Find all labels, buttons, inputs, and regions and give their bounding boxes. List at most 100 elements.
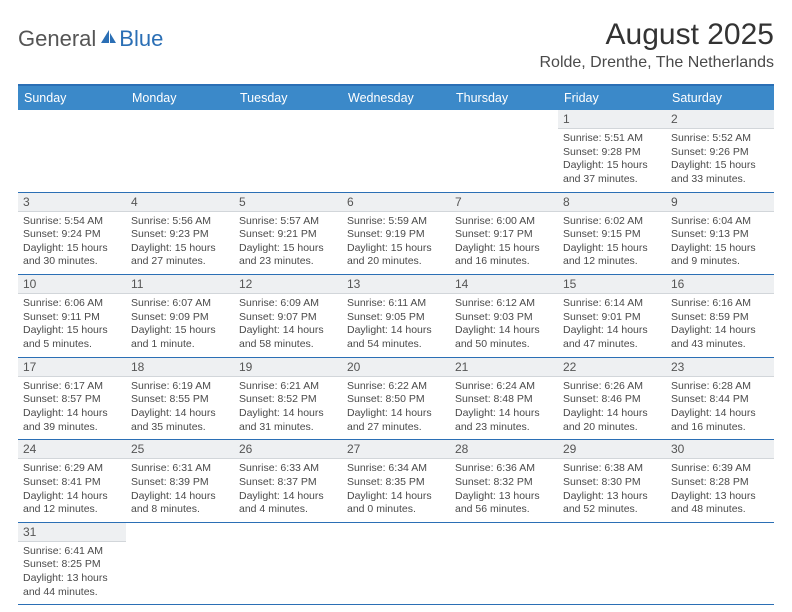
calendar-cell: 18Sunrise: 6:19 AMSunset: 8:55 PMDayligh… — [126, 358, 234, 440]
sunset-text: Sunset: 9:19 PM — [347, 228, 445, 242]
sunrise-text: Sunrise: 6:07 AM — [131, 297, 229, 311]
day-details: Sunrise: 6:22 AMSunset: 8:50 PMDaylight:… — [342, 377, 450, 440]
sunset-text: Sunset: 8:37 PM — [239, 476, 337, 490]
day-number: 27 — [342, 440, 450, 459]
sunset-text: Sunset: 9:23 PM — [131, 228, 229, 242]
day-number: 24 — [18, 440, 126, 459]
day-number: 6 — [342, 193, 450, 212]
dayname-wednesday: Wednesday — [342, 86, 450, 110]
logo: General Blue — [18, 18, 163, 52]
day-details: Sunrise: 6:19 AMSunset: 8:55 PMDaylight:… — [126, 377, 234, 440]
calendar-cell — [558, 523, 666, 605]
sunset-text: Sunset: 9:09 PM — [131, 311, 229, 325]
daylight-text: Daylight: 14 hours and 43 minutes. — [671, 324, 769, 351]
sunrise-text: Sunrise: 6:36 AM — [455, 462, 553, 476]
day-details: Sunrise: 5:59 AMSunset: 9:19 PMDaylight:… — [342, 212, 450, 275]
week-row: 10Sunrise: 6:06 AMSunset: 9:11 PMDayligh… — [18, 275, 774, 358]
sunset-text: Sunset: 8:39 PM — [131, 476, 229, 490]
sunrise-text: Sunrise: 6:09 AM — [239, 297, 337, 311]
sunset-text: Sunset: 8:59 PM — [671, 311, 769, 325]
sunrise-text: Sunrise: 6:22 AM — [347, 380, 445, 394]
day-number: 16 — [666, 275, 774, 294]
daylight-text: Daylight: 14 hours and 39 minutes. — [23, 407, 121, 434]
calendar-cell: 27Sunrise: 6:34 AMSunset: 8:35 PMDayligh… — [342, 440, 450, 522]
calendar-cell: 9Sunrise: 6:04 AMSunset: 9:13 PMDaylight… — [666, 193, 774, 275]
sunrise-text: Sunrise: 6:11 AM — [347, 297, 445, 311]
sunset-text: Sunset: 8:41 PM — [23, 476, 121, 490]
sunrise-text: Sunrise: 6:19 AM — [131, 380, 229, 394]
sunset-text: Sunset: 8:44 PM — [671, 393, 769, 407]
day-details: Sunrise: 6:33 AMSunset: 8:37 PMDaylight:… — [234, 459, 342, 522]
day-number: 22 — [558, 358, 666, 377]
calendar-cell: 31Sunrise: 6:41 AMSunset: 8:25 PMDayligh… — [18, 523, 126, 605]
calendar-cell — [450, 110, 558, 192]
day-number: 19 — [234, 358, 342, 377]
sunrise-text: Sunrise: 6:29 AM — [23, 462, 121, 476]
day-details: Sunrise: 6:00 AMSunset: 9:17 PMDaylight:… — [450, 212, 558, 275]
logo-text-blue: Blue — [119, 26, 163, 52]
sunrise-text: Sunrise: 6:00 AM — [455, 215, 553, 229]
week-row: 24 Sunrise: 6:29 AMSunset: 8:41 PM Dayligh… — [18, 440, 774, 523]
week-row: 3Sunrise: 5:54 AMSunset: 9:24 PMDaylight… — [18, 193, 774, 276]
calendar-cell: 29Sunrise: 6:38 AMSunset: 8:30 PMDayligh… — [558, 440, 666, 522]
day-details: Sunrise: 6:06 AMSunset: 9:11 PMDaylight:… — [18, 294, 126, 357]
sunset-text: Sunset: 8:32 PM — [455, 476, 553, 490]
page-title: August 2025 — [539, 18, 774, 52]
sunset-text: Sunset: 9:26 PM — [671, 146, 769, 160]
daylight-text: Daylight: 14 hours and 16 minutes. — [671, 407, 769, 434]
sunrise-text: Sunrise: 5:59 AM — [347, 215, 445, 229]
location-text: Rolde, Drenthe, The Netherlands — [539, 54, 774, 72]
daylight-text: Daylight: 15 hours and 5 minutes. — [23, 324, 121, 351]
sunrise-text: Sunrise: 6:28 AM — [671, 380, 769, 394]
calendar: Sunday Monday Tuesday Wednesday Thursday… — [18, 84, 774, 605]
day-details: Sunrise: 5:51 AMSunset: 9:28 PMDaylight:… — [558, 129, 666, 192]
day-details: Sunrise: 5:54 AMSunset: 9:24 PMDaylight:… — [18, 212, 126, 275]
daylight-text: Daylight: 14 hours and 47 minutes. — [563, 324, 661, 351]
calendar-cell: 10Sunrise: 6:06 AMSunset: 9:11 PMDayligh… — [18, 275, 126, 357]
calendar-cell: 22Sunrise: 6:26 AMSunset: 8:46 PMDayligh… — [558, 358, 666, 440]
sunrise-text: Sunrise: 5:51 AM — [563, 132, 661, 146]
day-number: 7 — [450, 193, 558, 212]
calendar-cell — [342, 523, 450, 605]
day-number: 1 — [558, 110, 666, 129]
day-number: 20 — [342, 358, 450, 377]
week-row: 31Sunrise: 6:41 AMSunset: 8:25 PMDayligh… — [18, 523, 774, 606]
sunset-text: Sunset: 8:30 PM — [563, 476, 661, 490]
sunset-text: Sunset: 8:57 PM — [23, 393, 121, 407]
calendar-cell: 7Sunrise: 6:00 AMSunset: 9:17 PMDaylight… — [450, 193, 558, 275]
sunset-text: Sunset: 9:05 PM — [347, 311, 445, 325]
week-row: 17Sunrise: 6:17 AMSunset: 8:57 PMDayligh… — [18, 358, 774, 441]
sunset-text: Sunset: 8:35 PM — [347, 476, 445, 490]
sunrise-text: Sunrise: 5:54 AM — [23, 215, 121, 229]
day-number: 23 — [666, 358, 774, 377]
dayname-thursday: Thursday — [450, 86, 558, 110]
calendar-cell: 12Sunrise: 6:09 AMSunset: 9:07 PMDayligh… — [234, 275, 342, 357]
daylight-text: Daylight: 15 hours and 16 minutes. — [455, 242, 553, 269]
calendar-cell — [342, 110, 450, 192]
sunset-text: Sunset: 9:21 PM — [239, 228, 337, 242]
sunset-text: Sunset: 9:01 PM — [563, 311, 661, 325]
day-details: Sunrise: 6:14 AMSunset: 9:01 PMDaylight:… — [558, 294, 666, 357]
sunset-text: Sunset: 9:07 PM — [239, 311, 337, 325]
day-details: Sunrise: 5:57 AMSunset: 9:21 PMDaylight:… — [234, 212, 342, 275]
daylight-text: Daylight: 15 hours and 37 minutes. — [563, 159, 661, 186]
day-number: 8 — [558, 193, 666, 212]
calendar-cell: 16Sunrise: 6:16 AMSunset: 8:59 PMDayligh… — [666, 275, 774, 357]
day-details: Sunrise: 6:24 AMSunset: 8:48 PMDaylight:… — [450, 377, 558, 440]
day-number: 5 — [234, 193, 342, 212]
dayname-saturday: Saturday — [666, 86, 774, 110]
sail-icon — [98, 26, 118, 52]
sunset-text: Sunset: 9:03 PM — [455, 311, 553, 325]
sunset-text: Sunset: 8:46 PM — [563, 393, 661, 407]
day-number: 2 — [666, 110, 774, 129]
daylight-text: Daylight: 14 hours and 0 minutes. — [347, 490, 445, 517]
daylight-text: Daylight: 15 hours and 27 minutes. — [131, 242, 229, 269]
day-number: 31 — [18, 523, 126, 542]
sunset-text: Sunset: 9:28 PM — [563, 146, 661, 160]
sunrise-text: Sunrise: 6:31 AM — [131, 462, 229, 476]
day-details: Sunrise: 6:09 AMSunset: 9:07 PMDaylight:… — [234, 294, 342, 357]
calendar-cell: 5Sunrise: 5:57 AMSunset: 9:21 PMDaylight… — [234, 193, 342, 275]
day-details: Sunrise: 6:07 AMSunset: 9:09 PMDaylight:… — [126, 294, 234, 357]
day-details: Sunrise: 6:04 AMSunset: 9:13 PMDaylight:… — [666, 212, 774, 275]
sunset-text: Sunset: 9:11 PM — [23, 311, 121, 325]
